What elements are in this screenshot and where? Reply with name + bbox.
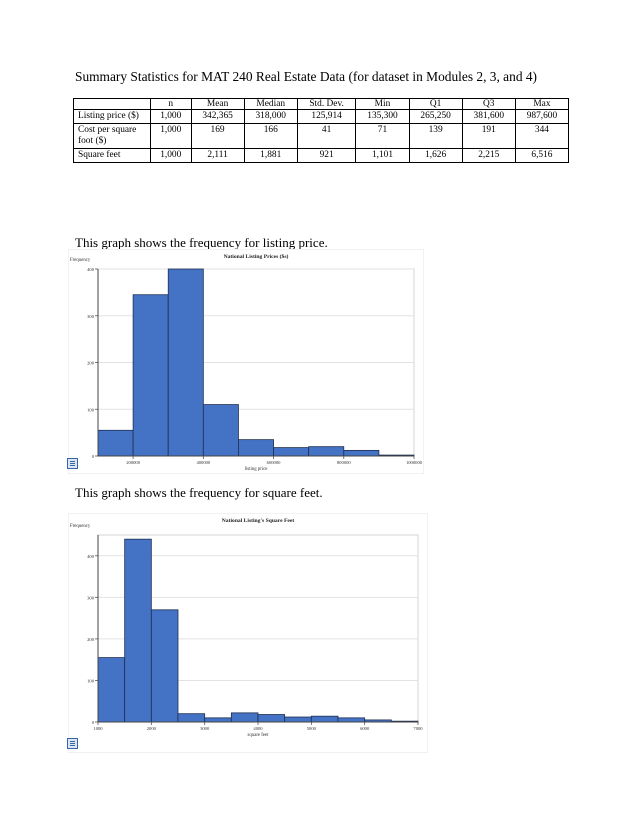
histogram-bar xyxy=(343,449,380,457)
y-tick-label: 100 xyxy=(87,678,95,683)
table-cell: 2,111 xyxy=(190,148,245,163)
table-header-cell: Median xyxy=(243,98,298,110)
y-tick-label: 0 xyxy=(92,454,95,459)
histogram-bar xyxy=(310,715,339,723)
table-cell: 166 xyxy=(243,123,298,149)
table-cell: 1,000 xyxy=(150,109,192,124)
histogram-bar xyxy=(177,713,206,723)
table-cell: 135,300 xyxy=(355,109,410,124)
table-row: Square feet 1,000 2,111 1,881 921 1,101 … xyxy=(73,148,570,163)
x-tick-label: 600000 xyxy=(267,460,281,465)
table-cell: 41 xyxy=(296,123,357,149)
y-tick-label: 300 xyxy=(87,314,95,319)
table-cell: 1,626 xyxy=(408,148,463,163)
table-cell: 1,000 xyxy=(150,123,192,149)
table-cell: 191 xyxy=(461,123,516,149)
x-tick-label: 5000 xyxy=(307,726,317,731)
x-axis-label: listing price xyxy=(245,467,268,472)
listing-price-histogram: 0 100 200 300 400 200000 400000 600000 800000 100… xyxy=(68,249,424,474)
x-tick-label: 7000 xyxy=(413,726,423,731)
table-header-cell: Q3 xyxy=(461,98,516,110)
table-cell: 139 xyxy=(408,123,463,149)
table-cell: 6,516 xyxy=(514,148,570,163)
histogram-bar xyxy=(273,447,310,457)
chart-options-icon[interactable] xyxy=(67,738,78,749)
sqft-chart-caption: This graph shows the frequency for squar… xyxy=(75,485,323,500)
x-tick-label: 3000 xyxy=(200,726,210,731)
histogram-bar xyxy=(204,717,232,723)
square-feet-chart-svg: 0 100 200 300 400 1000 2000 3000 4000 5000 6000 700… xyxy=(68,513,428,753)
x-tick-label: 1000000 xyxy=(406,460,423,465)
price-chart-caption: This graph shows the frequency for listi… xyxy=(75,235,328,250)
listing-price-chart-svg: 0 100 200 300 400 200000 400000 600000 800000 100… xyxy=(68,249,424,474)
table-cell: 265,250 xyxy=(408,109,463,124)
chart-title: National Listing's Square Feet xyxy=(222,518,295,524)
square-feet-histogram: 0 100 200 300 400 1000 2000 3000 4000 5000 6000 700… xyxy=(68,513,428,753)
table-cell: 342,365 xyxy=(190,109,245,124)
chart-title: National Listing Prices ($s) xyxy=(224,253,289,260)
y-tick-label: 200 xyxy=(87,361,95,366)
histogram-bar xyxy=(202,404,239,457)
histogram-bar xyxy=(257,714,286,723)
table-cell: 125,914 xyxy=(296,109,357,124)
table-cell: 1,101 xyxy=(355,148,410,163)
x-tick-label: 2000 xyxy=(147,726,157,731)
chart-options-icon[interactable] xyxy=(67,458,78,469)
table-cell: 987,600 xyxy=(514,109,570,124)
table-cell: 1,000 xyxy=(150,148,192,163)
x-tick-label: 4000 xyxy=(253,726,263,731)
x-tick-label: 200000 xyxy=(126,460,140,465)
y-axis-label: Frequency xyxy=(70,258,91,263)
table-header-cell xyxy=(73,98,151,110)
y-tick-label: 100 xyxy=(87,407,95,412)
table-header-cell: Max xyxy=(514,98,570,110)
row-label: Listing price ($) xyxy=(73,109,151,124)
histogram-bar xyxy=(167,268,204,457)
histogram-bar xyxy=(150,609,179,723)
page-title: Summary Statistics for MAT 240 Real Esta… xyxy=(75,69,538,84)
table-header-cell: Mean xyxy=(190,98,245,110)
y-tick-label: 300 xyxy=(87,595,95,600)
table-row: Cost per square foot ($) 1,000 169 166 4… xyxy=(73,123,570,149)
table-cell: 71 xyxy=(355,123,410,149)
row-label: Square feet xyxy=(73,148,151,163)
histogram-bar xyxy=(124,538,152,723)
table-header-cell: Min xyxy=(355,98,410,110)
histogram-bar xyxy=(337,717,366,723)
histogram-bar xyxy=(97,429,134,457)
table-row: Listing price ($) 1,000 342,365 318,000 … xyxy=(73,109,570,124)
y-axis-label: Frequency xyxy=(70,524,91,529)
y-tick-label: 200 xyxy=(87,637,95,642)
table-cell: 921 xyxy=(296,148,357,163)
x-tick-label: 6000 xyxy=(360,726,370,731)
x-axis-label: square feet xyxy=(248,733,270,738)
table-cell: 169 xyxy=(190,123,245,149)
y-tick-label: 400 xyxy=(87,554,95,559)
row-label: Cost per square foot ($) xyxy=(73,123,151,149)
y-tick-label: 400 xyxy=(87,267,95,272)
summary-statistics-table: n Mean Median Std. Dev. Min Q1 Q3 Max Li… xyxy=(73,98,570,163)
histogram-bar xyxy=(230,712,259,723)
histogram-bar xyxy=(284,716,312,723)
table-cell: 1,881 xyxy=(243,148,298,163)
table-header-cell: Q1 xyxy=(408,98,463,110)
table-cell: 381,600 xyxy=(461,109,516,124)
table-header-cell: n xyxy=(150,98,192,110)
x-tick-label: 400000 xyxy=(196,460,210,465)
histogram-bar xyxy=(132,294,169,457)
x-tick-label: 1000 xyxy=(93,726,103,731)
histogram-bar xyxy=(97,657,126,723)
table-header-row: n Mean Median Std. Dev. Min Q1 Q3 Max xyxy=(73,98,570,110)
x-tick-label: 800000 xyxy=(337,460,351,465)
table-header-cell: Std. Dev. xyxy=(296,98,357,110)
histogram-bar xyxy=(308,446,345,457)
table-cell: 318,000 xyxy=(243,109,298,124)
histogram-bar xyxy=(238,439,274,457)
table-cell: 2,215 xyxy=(461,148,516,163)
table-cell: 344 xyxy=(514,123,570,149)
y-tick-label: 0 xyxy=(92,720,95,725)
